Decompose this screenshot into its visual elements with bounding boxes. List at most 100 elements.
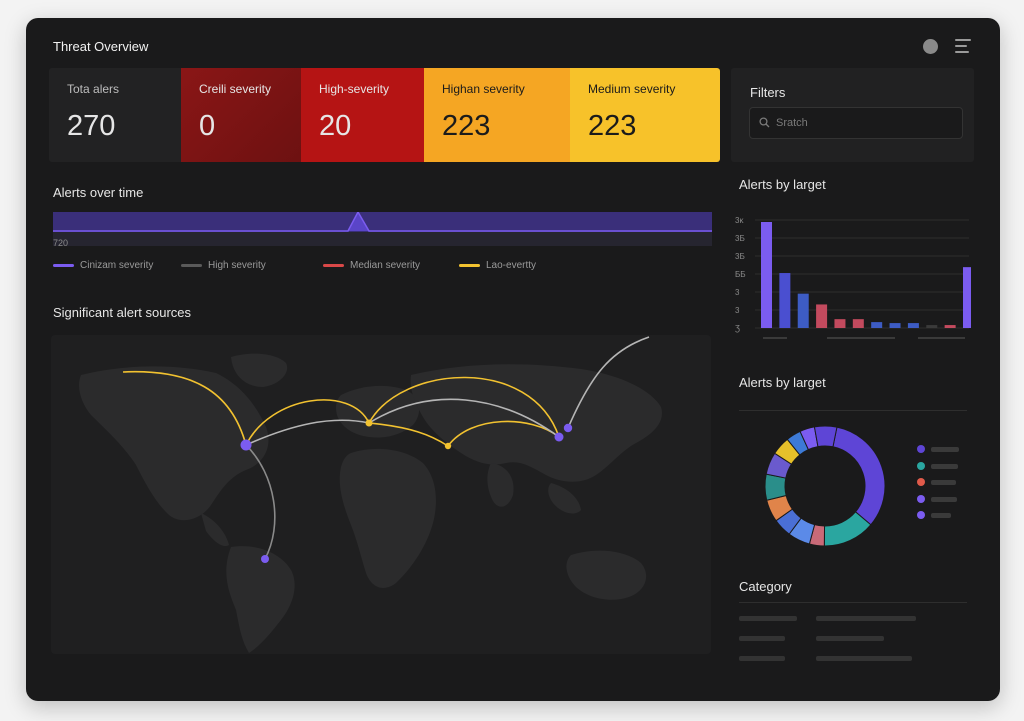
bar[interactable] bbox=[944, 325, 956, 328]
donut-legend-item[interactable] bbox=[917, 445, 977, 454]
y-tick-label: 3 bbox=[735, 288, 740, 297]
legend-item[interactable]: Median severity bbox=[323, 258, 420, 272]
timeline-band-lower bbox=[53, 232, 712, 246]
legend-item[interactable]: Cinizam severity bbox=[53, 258, 153, 272]
bar[interactable] bbox=[761, 222, 772, 328]
menu-icon[interactable] bbox=[955, 39, 971, 53]
arc bbox=[245, 419, 370, 446]
stat-medium-severity[interactable]: Medium severity 223 bbox=[570, 68, 720, 162]
alerts-timeline-chart bbox=[53, 212, 712, 246]
legend-item[interactable]: Lao-evertty bbox=[459, 258, 536, 272]
stat-highan-severity[interactable]: Highan severity 223 bbox=[424, 68, 570, 162]
category-row-value bbox=[816, 616, 916, 621]
stat-label: Highan severity bbox=[442, 82, 525, 96]
node bbox=[563, 423, 573, 433]
severity-summary: Tota alers 270 Creili severity 0 High-se… bbox=[49, 68, 720, 162]
bar[interactable] bbox=[852, 319, 864, 328]
status-circle-icon[interactable] bbox=[923, 39, 938, 54]
node bbox=[444, 442, 452, 450]
legend-dot bbox=[917, 478, 925, 486]
stat-value: 223 bbox=[588, 110, 637, 142]
timeline-line bbox=[53, 212, 712, 232]
legend-item[interactable]: High severity bbox=[181, 258, 266, 272]
y-tick-label: 3Ƃ bbox=[735, 252, 745, 261]
filters-panel: Filters bbox=[731, 68, 974, 162]
arc bbox=[245, 399, 370, 446]
continents bbox=[79, 353, 662, 653]
legend-label: High severity bbox=[208, 259, 266, 271]
legend-swatch bbox=[459, 263, 480, 267]
arc bbox=[567, 336, 650, 429]
world-map bbox=[79, 336, 662, 653]
app-window: Threat Overview Tota alers 270 Creili se… bbox=[26, 18, 1000, 701]
bar[interactable] bbox=[963, 267, 971, 328]
divider bbox=[739, 410, 967, 411]
category-title: Category bbox=[739, 579, 792, 594]
arc bbox=[368, 376, 560, 438]
alert-sources-map[interactable] bbox=[51, 335, 711, 654]
stat-critical-severity[interactable]: Creili severity 0 bbox=[181, 68, 301, 162]
north-america bbox=[79, 366, 269, 521]
node bbox=[365, 419, 373, 427]
y-tick-label: ƂƂ bbox=[735, 270, 746, 279]
legend-swatch bbox=[323, 263, 344, 267]
donut-slice[interactable] bbox=[764, 473, 787, 501]
y-tick-label: Ʒ bbox=[735, 324, 740, 333]
bar-chart-title: Alerts by larget bbox=[739, 177, 826, 192]
timeline-legend: Cinizam severity High severity Median se… bbox=[53, 258, 713, 272]
legend-swatch bbox=[181, 263, 202, 267]
donut-slice[interactable] bbox=[832, 426, 886, 526]
donut-legend-item[interactable] bbox=[917, 511, 977, 520]
timeline-axis-label: 720 bbox=[53, 238, 69, 248]
legend-dot bbox=[917, 461, 925, 470]
stat-high-severity[interactable]: High-severity 20 bbox=[301, 68, 424, 162]
stat-value: 270 bbox=[67, 110, 116, 142]
southeast-asia bbox=[548, 483, 581, 514]
category-row-label bbox=[739, 656, 785, 661]
alert-nodes bbox=[240, 419, 573, 563]
page-title: Threat Overview bbox=[53, 39, 149, 54]
category-row-value bbox=[816, 636, 884, 641]
category-row-label bbox=[739, 636, 785, 641]
bar[interactable] bbox=[834, 319, 846, 328]
donut-slice[interactable] bbox=[813, 425, 838, 448]
south-america bbox=[226, 546, 295, 653]
central-america bbox=[201, 513, 229, 547]
timeline-title: Alerts over time bbox=[53, 185, 144, 200]
legend-dot bbox=[917, 494, 925, 503]
arc bbox=[368, 422, 449, 447]
stat-value: 0 bbox=[199, 110, 216, 142]
bar[interactable] bbox=[779, 273, 791, 328]
stat-label: Creili severity bbox=[199, 82, 272, 96]
bar[interactable] bbox=[871, 322, 883, 328]
timeline-band bbox=[53, 212, 712, 232]
legend-swatch bbox=[53, 263, 74, 267]
bar[interactable] bbox=[907, 323, 919, 328]
stat-total-alerts[interactable]: Tota alers 270 bbox=[49, 68, 181, 162]
legend-label: Lao-evertty bbox=[486, 259, 537, 271]
legend-label-placeholder bbox=[931, 463, 958, 469]
legend-dot bbox=[917, 511, 925, 519]
node bbox=[554, 432, 564, 442]
greenland bbox=[231, 353, 288, 387]
y-tick-label: 3ĸ bbox=[735, 216, 744, 225]
filters-title: Filters bbox=[750, 85, 786, 100]
stat-label: High-severity bbox=[319, 82, 390, 96]
alert-arcs bbox=[122, 336, 650, 560]
alerts-by-target-donut-chart bbox=[764, 425, 886, 547]
donut-legend-item[interactable] bbox=[917, 461, 977, 471]
legend-dot bbox=[917, 445, 925, 453]
stat-value: 223 bbox=[442, 110, 491, 142]
bar[interactable] bbox=[889, 323, 901, 328]
map-title: Significant alert sources bbox=[53, 305, 192, 320]
bar[interactable] bbox=[926, 325, 938, 328]
donut-legend-item[interactable] bbox=[917, 478, 977, 487]
legend-label-placeholder bbox=[931, 513, 951, 518]
y-tick-label: 3Ƃ bbox=[735, 234, 745, 243]
node bbox=[261, 555, 269, 563]
bar[interactable] bbox=[797, 293, 809, 328]
search-box[interactable] bbox=[749, 107, 963, 139]
bar[interactable] bbox=[816, 304, 828, 328]
search-input[interactable] bbox=[776, 108, 956, 138]
donut-legend-item[interactable] bbox=[917, 494, 977, 504]
